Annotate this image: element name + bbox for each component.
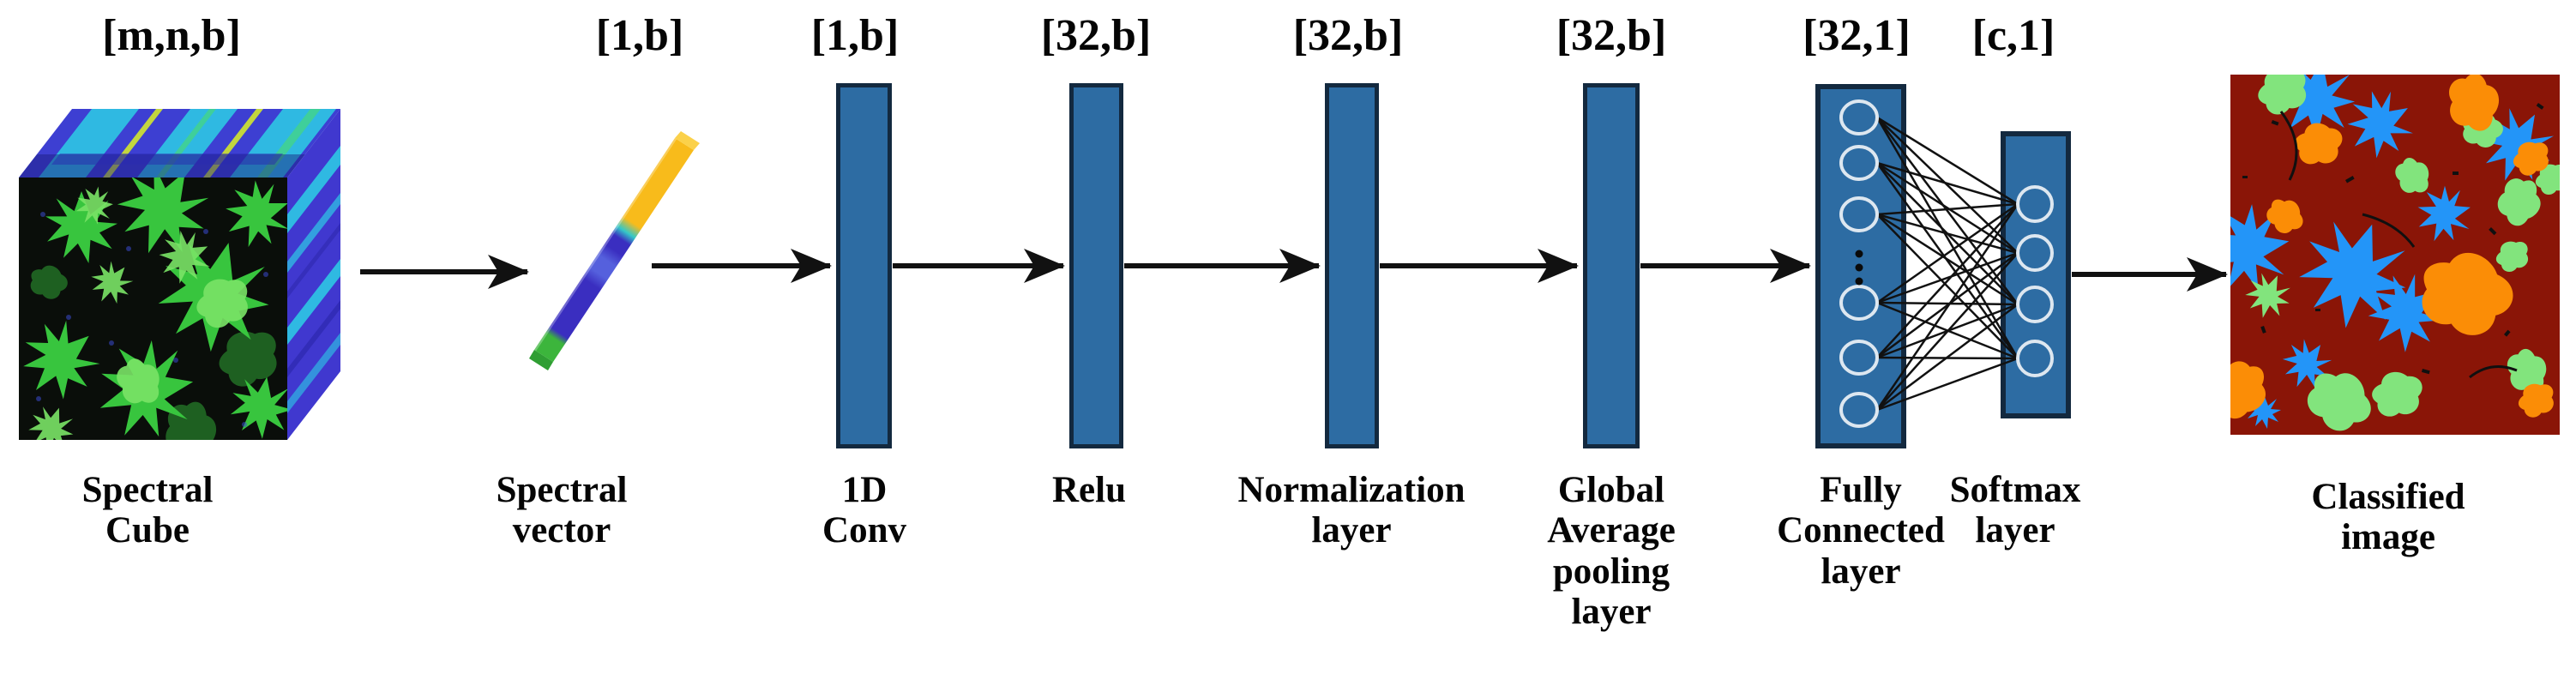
caption-spectral-vector: Spectral vector (496, 470, 628, 551)
caption-gap: Global Average pooling layer (1547, 470, 1676, 632)
caption-normalization: Normalization layer (1237, 470, 1466, 551)
softmax-layer-box (2001, 131, 2071, 418)
dim-label-relu: [32,b] (1040, 11, 1152, 60)
relu-layer-bar (1069, 83, 1123, 448)
caption-relu: Relu (1052, 470, 1126, 510)
caption-softmax: Softmax layer (1949, 470, 2081, 551)
fully-connected-layer-box (1815, 84, 1906, 448)
caption-conv1d: 1D Conv (822, 470, 906, 551)
dim-label-gap: [32,b] (1556, 11, 1667, 60)
generated-graphics (360, 99, 2228, 428)
dim-label-fully-connected: [32,1] (1803, 11, 1911, 60)
spectral-vector-graphic (529, 131, 700, 370)
dim-label-spectral-cube: [m,n,b] (102, 11, 241, 60)
dim-label-softmax: [c,1] (1971, 11, 2055, 60)
caption-fully-connected: Fully Connected layer (1777, 470, 1945, 592)
gap-layer-bar (1583, 83, 1640, 448)
dim-label-normalization: [32,b] (1292, 11, 1404, 60)
dim-label-conv1d: [1,b] (810, 11, 900, 60)
dim-label-spectral-vector: [1,b] (595, 11, 684, 60)
classified-image-graphic (2230, 75, 2560, 435)
conv1d-layer-bar (836, 83, 892, 448)
caption-spectral-cube: Spectral Cube (81, 470, 214, 551)
spectral-cube-graphic (19, 109, 340, 440)
normalization-layer-bar (1325, 83, 1379, 448)
caption-classified-image: Classified image (2311, 477, 2465, 558)
